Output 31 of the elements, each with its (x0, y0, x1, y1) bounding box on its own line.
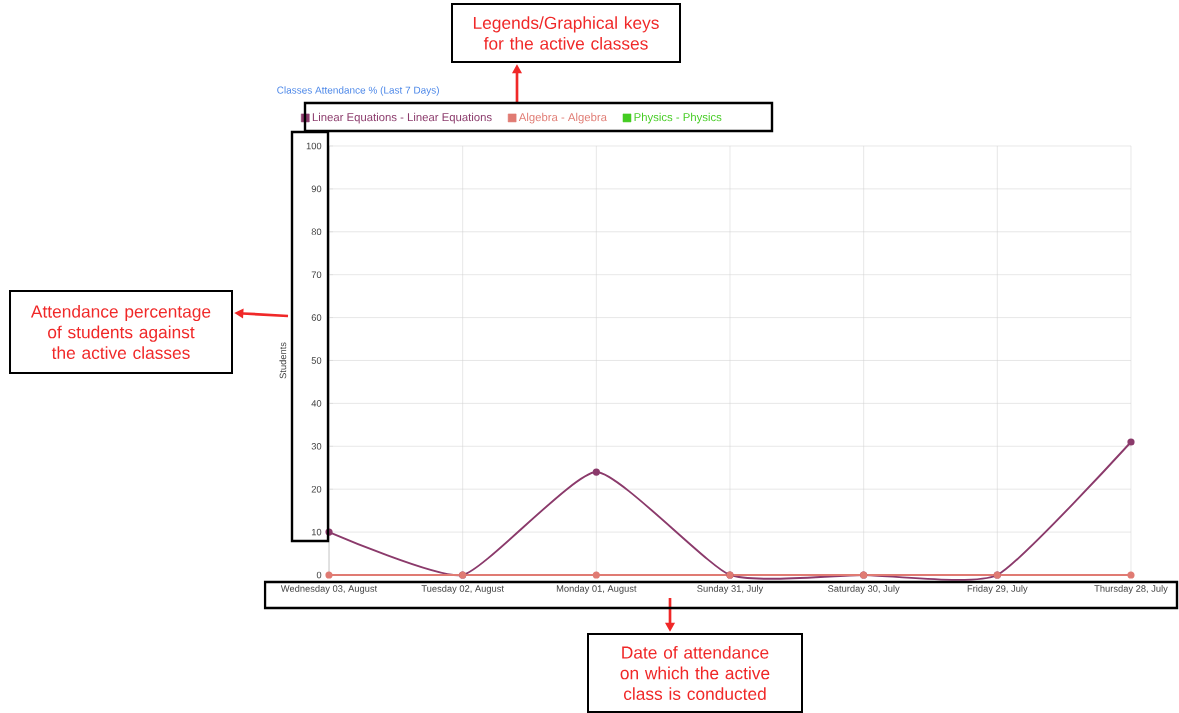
y-tick-label: 10 (311, 528, 322, 536)
x-tick-label: Monday 01, August (556, 585, 637, 594)
point (1127, 571, 1135, 579)
x-tick-label: Tuesday 02, August (421, 585, 504, 594)
x-tick-label: Sunday 31, July (697, 585, 764, 594)
legend-label: Physics - Physics (634, 112, 722, 124)
y-tick-label: 90 (311, 185, 322, 193)
x-tick-label: Thursday 28, July (1094, 585, 1168, 594)
point (592, 571, 600, 579)
y-tick-label: 100 (306, 142, 322, 150)
y-tick-label: 80 (311, 228, 322, 236)
x-tick-label: Friday 29, July (967, 585, 1028, 594)
y-axis-title: Students (279, 342, 287, 379)
y-tick-label: 60 (311, 314, 322, 321)
y-tick-label: 40 (311, 400, 322, 407)
point (1127, 438, 1135, 446)
y-tick-label: 70 (311, 271, 322, 278)
y-tick-label: 50 (311, 357, 322, 364)
y-tick-label: 30 (311, 442, 322, 450)
legend-label: Algebra - Algebra (518, 112, 607, 124)
point (592, 468, 600, 476)
text: Legends/Graphical keys for the active classes (473, 16, 659, 50)
x-tick-label: Saturday 30, July (828, 585, 900, 594)
y-tick-label: 0 (316, 571, 322, 579)
text: Date of attendance on which the active class is conducted (620, 645, 770, 701)
x-tick-label: Wednesday 03, August (280, 585, 378, 594)
point (325, 571, 333, 579)
y-tick-label: 20 (311, 485, 322, 493)
chart-title: Classes Attendance % (Last 7 Days) (277, 86, 439, 96)
text: Attendance percentage of students against the active classes (30, 304, 211, 360)
legend-label: Linear Equations - Linear Equations (312, 112, 492, 124)
